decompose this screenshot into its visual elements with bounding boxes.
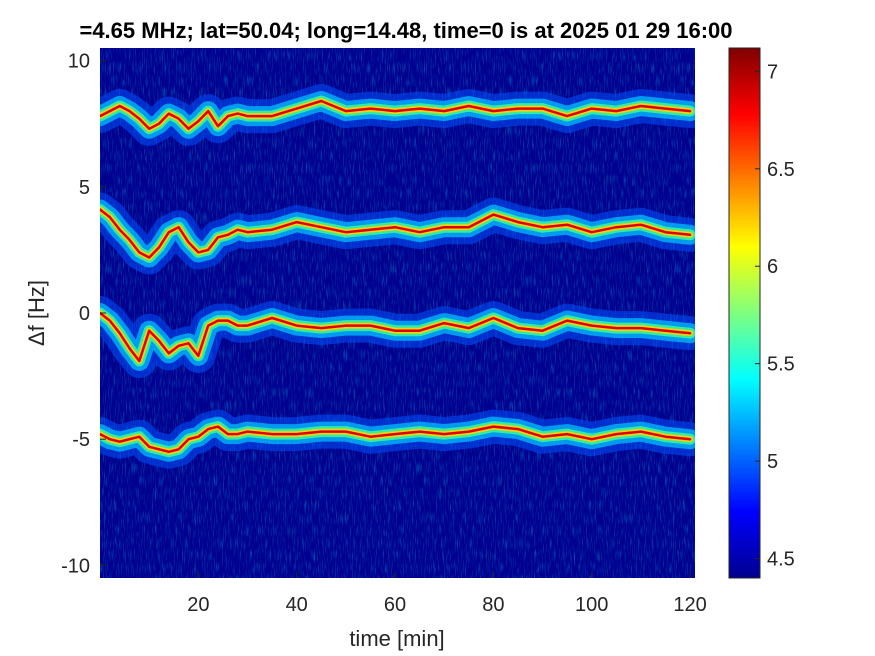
x-tick-label: 100 — [575, 594, 608, 616]
y-tick-label: 5 — [79, 177, 90, 199]
band-3-layer-5 — [100, 311, 692, 363]
x-axis-ticks: 20 40 60 80 100 120 — [187, 572, 707, 616]
x-tick-label: 120 — [673, 594, 706, 616]
colorbar-tick-label: 6 — [767, 256, 778, 278]
band-1 — [100, 84, 695, 146]
colorbar — [728, 47, 761, 579]
colorbar-tick-label: 6.5 — [767, 159, 795, 181]
x-tick-label: 80 — [482, 594, 504, 616]
colorbar-tick-label: 7 — [767, 61, 778, 83]
colorbar-tick-label: 5.5 — [767, 354, 795, 376]
band-2 — [100, 192, 695, 275]
x-tick-label: 60 — [384, 594, 406, 616]
band-4 — [100, 409, 695, 469]
colorbar-ticks: 4.5 5 5.5 6 6.5 7 — [755, 61, 795, 571]
x-tick-label: 20 — [187, 594, 209, 616]
x-tick-label: 40 — [286, 594, 308, 616]
spectral-bands — [100, 84, 695, 469]
y-tick-label: -10 — [61, 555, 90, 577]
band-1-layer-5 — [100, 99, 692, 131]
y-tick-label: 10 — [68, 51, 90, 73]
y-tick-label: -5 — [72, 429, 90, 451]
band-3 — [100, 296, 695, 378]
colorbar-tick-label: 4.5 — [767, 549, 795, 571]
band-2-layer-5 — [100, 208, 692, 259]
band-4-layer-5 — [100, 425, 692, 454]
y-axis-ticks: 10 5 0 -5 -10 — [61, 51, 106, 577]
x-axis-label: time [min] — [349, 626, 444, 651]
y-axis-label: Δf [Hz] — [24, 280, 49, 346]
chart-title: =4.65 MHz; lat=50.04; long=14.48, time=0… — [79, 18, 732, 43]
y-tick-label: 0 — [79, 303, 90, 325]
colorbar-tick-label: 5 — [767, 451, 778, 473]
